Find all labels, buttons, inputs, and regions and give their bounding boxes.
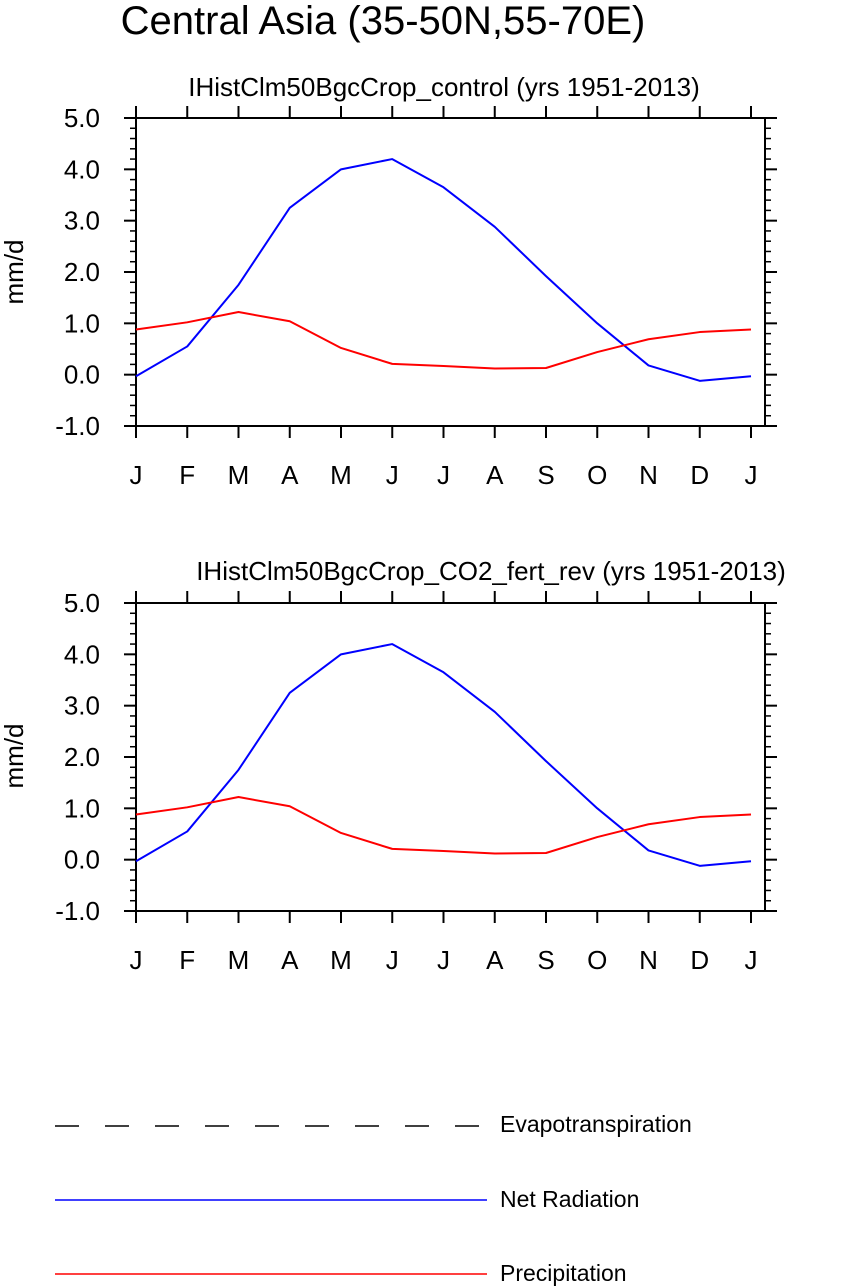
chart-2-title: IHistClm50BgcCrop_CO2_fert_rev (yrs 1951…: [196, 556, 786, 586]
x-tick-label: O: [587, 945, 607, 975]
chart-1-title: IHistClm50BgcCrop_control (yrs 1951-2013…: [188, 72, 700, 102]
x-tick-label: N: [639, 460, 658, 490]
x-tick-label: A: [486, 945, 504, 975]
x-tick-label: J: [437, 460, 450, 490]
series-line-net-radiation: [135, 158, 752, 382]
x-tick-label: D: [690, 460, 709, 490]
y-tick-label: -1.0: [55, 411, 100, 441]
series-line-precipitation: [135, 311, 752, 370]
x-tick-label: M: [228, 945, 250, 975]
x-tick-label: M: [228, 460, 250, 490]
y-tick-label: 0.0: [64, 845, 100, 875]
plot-frame: [135, 602, 766, 912]
legend-label-net-radiation: Net Radiation: [500, 1186, 639, 1212]
x-tick-label: O: [587, 460, 607, 490]
y-tick-label: 1.0: [64, 793, 100, 823]
y-tick-label: 2.0: [64, 742, 100, 772]
y-tick-label: 0.0: [64, 360, 100, 390]
x-tick-label: J: [130, 945, 143, 975]
chart-panel-2: IHistClm50BgcCrop_CO2_fert_rev (yrs 1951…: [0, 556, 786, 975]
x-tick-label: J: [745, 460, 758, 490]
y-tick-label: 2.0: [64, 257, 100, 287]
x-tick-label: A: [281, 945, 299, 975]
legend: Evapotranspiration Net Radiation Precipi…: [55, 1111, 692, 1286]
x-tick-label: N: [639, 945, 658, 975]
x-tick-label: J: [130, 460, 143, 490]
y-tick-label: 4.0: [64, 154, 100, 184]
x-tick-label: M: [330, 945, 352, 975]
x-tick-label: J: [386, 945, 399, 975]
y-tick-label: 3.0: [64, 691, 100, 721]
y-tick-label: 5.0: [64, 588, 100, 618]
x-tick-label: S: [537, 460, 554, 490]
x-tick-label: J: [745, 945, 758, 975]
x-tick-label: S: [537, 945, 554, 975]
y-tick-label: 3.0: [64, 206, 100, 236]
legend-label-evapotranspiration: Evapotranspiration: [500, 1111, 692, 1137]
plot-frame: [135, 117, 766, 427]
chart-2-plot-area: -1.0 0.0 1.0 2.0 3.0 4.0 5.0 J F M A M J J A S O N D J: [55, 588, 777, 975]
x-tick-label: J: [386, 460, 399, 490]
x-tick-label: M: [330, 460, 352, 490]
x-tick-label: J: [437, 945, 450, 975]
series-line-precipitation: [135, 796, 752, 855]
series-line-net-radiation: [135, 643, 752, 867]
chart-1-ylabel: mm/d: [0, 240, 29, 305]
chart-2-ylabel: mm/d: [0, 724, 29, 789]
chart-1-plot-area: -1.0 0.0 1.0 2.0 3.0 4.0 5.0 J F M A M J J A S O N D J: [55, 103, 777, 490]
chart-panel-1: IHistClm50BgcCrop_control (yrs 1951-2013…: [0, 72, 777, 490]
y-tick-label: 1.0: [64, 308, 100, 338]
x-tick-label: F: [179, 460, 195, 490]
y-tick-label: -1.0: [55, 896, 100, 926]
y-tick-label: 4.0: [64, 639, 100, 669]
legend-label-precipitation: Precipitation: [500, 1260, 627, 1286]
x-tick-label: A: [281, 460, 299, 490]
x-tick-label: F: [179, 945, 195, 975]
figure-title: Central Asia (35-50N,55-70E): [121, 0, 646, 43]
y-tick-label: 5.0: [64, 103, 100, 133]
x-tick-label: D: [690, 945, 709, 975]
x-tick-label: A: [486, 460, 504, 490]
